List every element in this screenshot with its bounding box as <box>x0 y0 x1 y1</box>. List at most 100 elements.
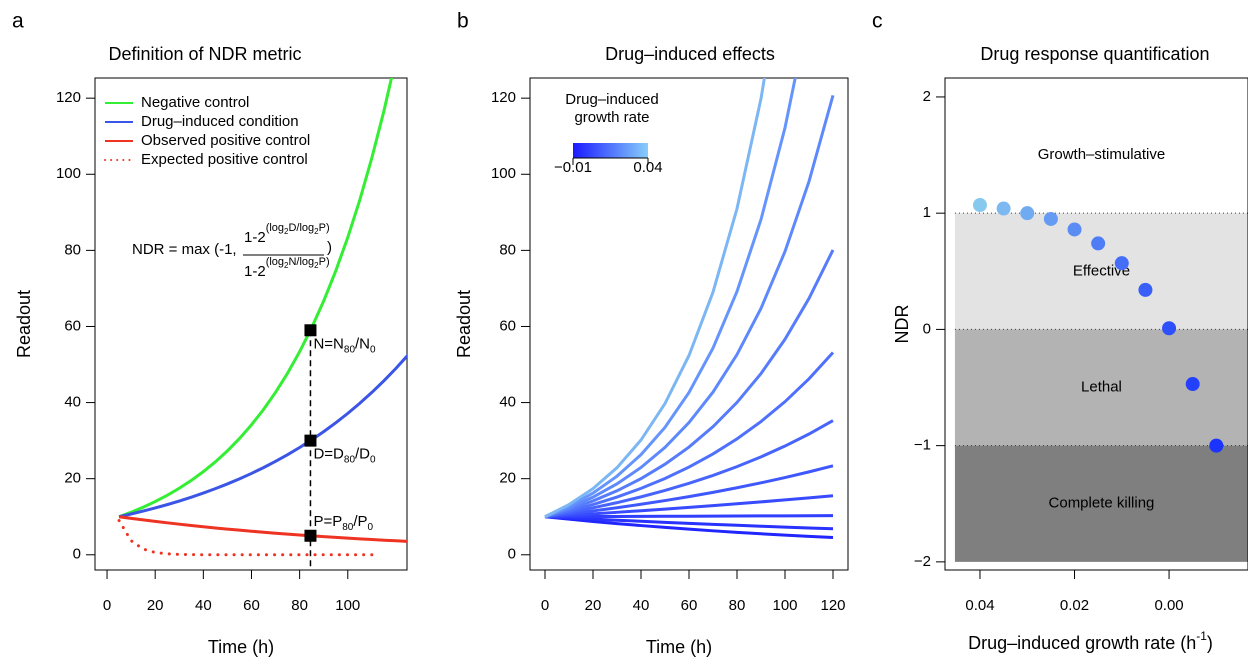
panel-title: Drug response quantification <box>980 44 1209 64</box>
region <box>954 213 1248 330</box>
colorbar-tick-label: −0.01 <box>554 159 592 176</box>
legend-label: Drug–induced condition <box>141 113 299 130</box>
formula-numerator-part: D/log <box>288 222 314 234</box>
point <box>1138 282 1153 297</box>
series-line <box>544 419 834 519</box>
y-tick-label: 80 <box>499 241 516 258</box>
y-tick-label: −2 <box>914 553 931 570</box>
panel-title: Definition of NDR metric <box>108 44 301 64</box>
formula-numerator-part: 2 <box>314 227 319 236</box>
y-tick-label: 40 <box>64 394 81 411</box>
y-tick-label: 60 <box>64 317 81 334</box>
region-label: Lethal <box>1081 378 1122 395</box>
marker-label-part: P=P <box>313 513 342 530</box>
marker-label-part: /D <box>355 446 370 463</box>
region <box>954 96 1248 214</box>
x-tick-label: 0.04 <box>965 597 994 614</box>
formula-lhs: NDR = max (-1, <box>132 241 237 258</box>
series-line <box>544 514 834 519</box>
marker-label-part: 80 <box>342 521 354 532</box>
formula-numerator-part: 2 <box>284 227 289 236</box>
y-axis-title: Readout <box>14 290 34 358</box>
colorbar-title: growth rate <box>574 109 649 126</box>
panel: c Drug response quantification NDR Drug–ind… <box>872 10 1248 653</box>
y-tick-label: 0 <box>923 320 931 337</box>
marker-label: D=D80/D0 <box>313 446 376 466</box>
panel-label: b <box>457 10 469 33</box>
formula-numerator-part: 1-2 <box>244 229 266 246</box>
y-tick-label: 1 <box>923 204 931 221</box>
x-axis-title-part: ) <box>1207 633 1213 653</box>
point <box>1043 211 1058 226</box>
marker-label-part: D=D <box>313 446 344 463</box>
x-tick-label: 20 <box>585 597 602 614</box>
region <box>954 445 1248 562</box>
point <box>1209 438 1224 453</box>
series-line <box>544 464 834 519</box>
marker-label-part: N=N <box>313 335 343 352</box>
marker-label-part: 0 <box>370 344 376 355</box>
marker-label: P=P80/P0 <box>313 513 373 533</box>
x-tick-label: 80 <box>291 597 308 614</box>
y-tick-label: 100 <box>491 165 516 182</box>
legend-label: Observed positive control <box>141 132 310 149</box>
point <box>1162 321 1177 336</box>
colorbar <box>573 143 648 158</box>
series-line <box>544 78 797 519</box>
x-tick-label: 0 <box>541 597 549 614</box>
formula-denominator: 1-2(log2N/log2P) <box>244 256 330 280</box>
marker-label-part: 80 <box>344 344 356 355</box>
x-tick-label: 120 <box>820 597 845 614</box>
x-tick-label: 60 <box>681 597 698 614</box>
x-tick-label: 0 <box>103 597 111 614</box>
series-line <box>118 515 407 543</box>
formula-denominator-part: N/log <box>288 256 314 268</box>
x-axis-title: Time (h) <box>646 637 712 657</box>
x-tick-label: 20 <box>147 597 164 614</box>
y-tick-label: 20 <box>64 470 81 487</box>
panel-label: c <box>872 10 883 33</box>
y-tick-label: 0 <box>73 546 81 563</box>
point <box>1185 377 1200 392</box>
series-line <box>544 351 835 519</box>
y-tick-label: −1 <box>914 437 931 454</box>
y-tick-label: 80 <box>64 241 81 258</box>
x-tick-label: 0.00 <box>1154 597 1183 614</box>
marker-label-part: /N <box>355 335 370 352</box>
x-tick-label: 40 <box>633 597 650 614</box>
series-line <box>544 249 835 519</box>
series-line <box>118 78 394 519</box>
x-tick-label: 80 <box>729 597 746 614</box>
y-axis-title: Readout <box>454 290 474 358</box>
series-line <box>118 354 407 519</box>
y-tick-label: 120 <box>56 89 81 106</box>
series-line <box>544 78 766 519</box>
x-tick-label: 100 <box>335 597 360 614</box>
x-axis-title: Time (h) <box>208 637 274 657</box>
region-label: Growth–stimulative <box>1038 146 1166 163</box>
marker-label-part: 80 <box>344 454 356 465</box>
marker-label-part: /P <box>353 513 367 530</box>
region-label: Complete killing <box>1049 495 1155 512</box>
marker-label-part: 0 <box>368 521 374 532</box>
x-tick-label: 100 <box>772 597 797 614</box>
point <box>1067 222 1082 237</box>
marker-label: N=N80/N0 <box>313 335 376 355</box>
marker <box>304 529 317 542</box>
x-axis-title-part: -1 <box>1196 629 1207 643</box>
plot-frame <box>944 77 1248 571</box>
y-tick-label: 2 <box>923 88 931 105</box>
point <box>996 201 1011 216</box>
formula-denominator-part: P) <box>319 256 330 268</box>
panel: a Definition of NDR metric Readout Time (h)… <box>12 10 408 657</box>
region <box>954 329 1248 446</box>
y-tick-label: 60 <box>499 317 516 334</box>
legend-label: Negative control <box>141 94 249 111</box>
y-tick-label: 0 <box>508 546 516 563</box>
marker <box>304 434 317 447</box>
series-line <box>544 94 835 519</box>
x-axis-title: Drug–induced growth rate (h-1) <box>968 629 1213 653</box>
x-tick-label: 0.02 <box>1060 597 1089 614</box>
